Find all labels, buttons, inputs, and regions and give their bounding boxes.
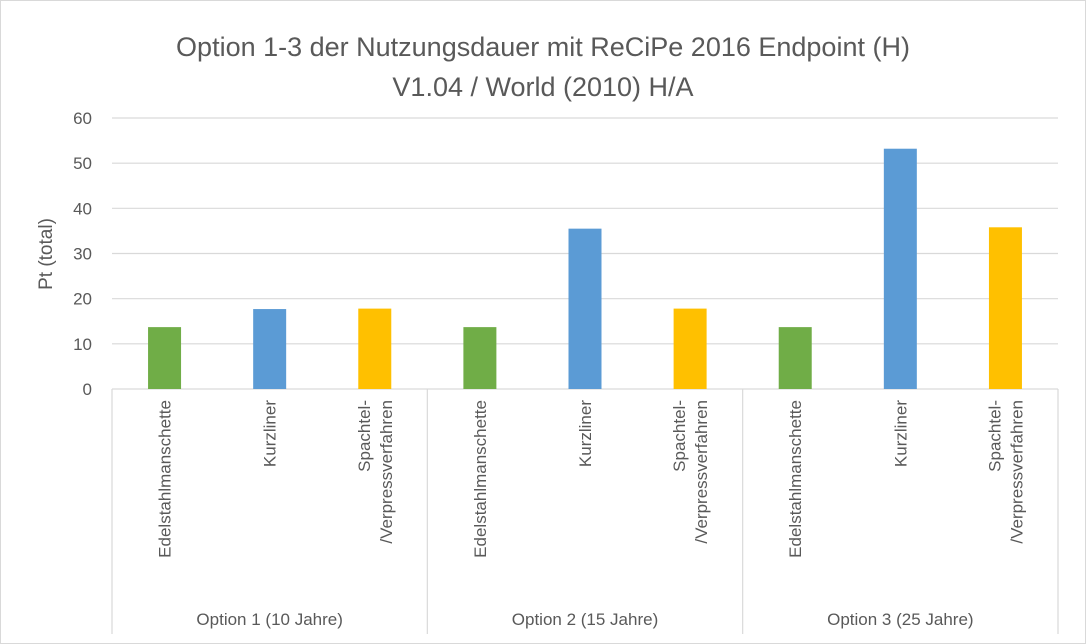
y-tick-label: 0	[83, 380, 92, 399]
y-tick-label: 60	[73, 109, 92, 128]
x-category-label: Spachtel-/Verpressverfahren	[670, 400, 711, 544]
bar	[463, 327, 497, 389]
x-group-label: Option 1 (10 Jahre)	[196, 610, 342, 629]
bar	[778, 327, 812, 389]
bar	[883, 148, 917, 389]
bar	[358, 308, 392, 389]
x-group-label: Option 2 (15 Jahre)	[512, 610, 658, 629]
y-axis-label: Pt (total)	[36, 218, 57, 290]
y-tick-label: 40	[73, 199, 92, 218]
x-category-label: Spachtel-/Verpressverfahren	[985, 400, 1026, 544]
x-group-label: Option 3 (25 Jahre)	[827, 610, 973, 629]
y-tick-label: 10	[73, 335, 92, 354]
y-tick-label: 50	[73, 154, 92, 173]
x-category-label: Kurzliner	[891, 400, 910, 467]
x-category-label: Kurzliner	[261, 400, 280, 467]
bar	[568, 228, 602, 389]
chart-title-line-1: Option 1-3 der Nutzungsdauer mit ReCiPe …	[176, 32, 910, 62]
x-category-label: Spachtel-/Verpressverfahren	[355, 400, 396, 544]
x-category-label: Edelstahlmanschette	[471, 400, 490, 558]
y-tick-label: 20	[73, 290, 92, 309]
bar	[988, 227, 1022, 389]
x-category-label: Edelstahlmanschette	[786, 400, 805, 558]
chart-title-line-2: V1.04 / World (2010) H/A	[392, 72, 693, 102]
bar	[148, 327, 182, 389]
x-category-label: Edelstahlmanschette	[156, 400, 175, 558]
bar	[253, 309, 287, 389]
bar	[673, 308, 707, 389]
y-tick-label: 30	[73, 245, 92, 264]
x-category-label: Kurzliner	[576, 400, 595, 467]
